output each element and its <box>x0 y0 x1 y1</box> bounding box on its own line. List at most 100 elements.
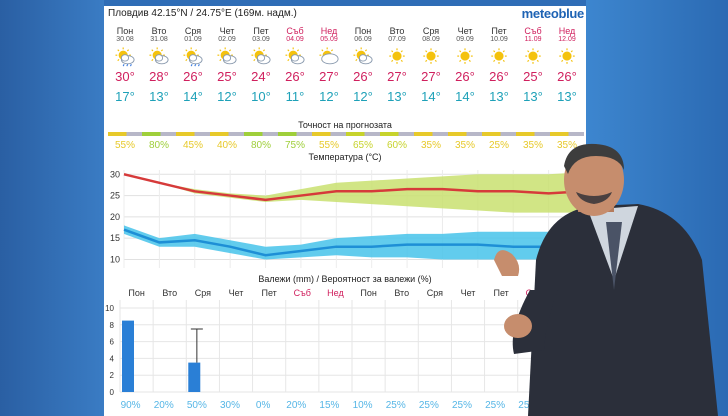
accuracy-percent: 35% <box>522 140 543 151</box>
day-column: Вто 31.08 28° 13° <box>142 26 176 105</box>
y-tick-label: 4 <box>110 354 115 363</box>
day-column: Пет 10.09 26° 13° <box>482 26 516 105</box>
day-column: Чет 09.09 26° 14° <box>448 26 482 105</box>
accuracy-row: 55% 80% 45% 40% 80% 75% 55% 65% 60% 35% 35% 25% 35% 3… <box>108 124 584 154</box>
day-date: 06.09 <box>354 36 372 43</box>
temp-min: 14° <box>455 89 475 104</box>
temp-max: 27° <box>421 69 441 84</box>
day-name: Съб <box>524 26 542 36</box>
temp-min: 17° <box>115 89 135 104</box>
precip-probability: 25% <box>419 400 439 411</box>
sun-icon <box>482 47 516 67</box>
precip-probability: 20% <box>286 400 306 411</box>
accuracy-percent: 25% <box>488 140 509 151</box>
y-tick-label: 0 <box>110 388 115 397</box>
temp-min: 12° <box>319 89 339 104</box>
day-date: 07.09 <box>388 36 406 43</box>
day-date: 05.09 <box>320 36 338 43</box>
sun-cloud-icon <box>142 47 176 67</box>
temp-max: 27° <box>319 69 339 84</box>
accuracy-title: Точност на прогнозата <box>298 120 392 130</box>
temp-max: 26° <box>183 69 203 84</box>
day-date: 08.09 <box>422 36 440 43</box>
day-name: Чет <box>457 26 473 36</box>
accuracy-percent: 55% <box>114 140 135 151</box>
day-name: Съб <box>286 26 304 36</box>
temp-min: 13° <box>489 89 509 104</box>
precip-probability: 90% <box>121 400 141 411</box>
accuracy-bar <box>346 132 380 136</box>
accuracy-bar <box>142 132 176 136</box>
temp-min: 12° <box>353 89 373 104</box>
temp-min: 13° <box>387 89 407 104</box>
x-category-label: Пон <box>360 288 376 298</box>
accuracy-bar <box>448 132 482 136</box>
accuracy-bar <box>550 132 584 136</box>
precip-bar <box>122 320 134 392</box>
day-name: Сря <box>184 26 202 36</box>
sun-cloud-icon <box>244 47 278 67</box>
day-name: Нед <box>320 26 338 36</box>
day-date: 31.08 <box>150 36 168 43</box>
day-date: 04.09 <box>286 36 304 43</box>
day-name: Чет <box>219 26 235 36</box>
y-tick-label: 8 <box>110 321 115 330</box>
day-date: 10.09 <box>490 36 508 43</box>
temp-max: 26° <box>353 69 373 84</box>
x-category-label: Вто <box>394 288 409 298</box>
temp-min: 10° <box>251 89 271 104</box>
temp-max: 25° <box>523 69 543 84</box>
accuracy-percent: 55% <box>318 140 339 151</box>
temp-max: 26° <box>455 69 475 84</box>
precip-probability: 25% <box>386 400 406 411</box>
accuracy-percent: 35% <box>420 140 441 151</box>
accuracy-bar <box>244 132 278 136</box>
temp-min: 12° <box>217 89 237 104</box>
accuracy-bar <box>210 132 244 136</box>
accuracy-percent: 80% <box>148 140 169 151</box>
sun-cloud-icon <box>346 47 380 67</box>
x-category-label: Съб <box>294 288 311 298</box>
accuracy-percent: 35% <box>454 140 475 151</box>
temp-max: 27° <box>387 69 407 84</box>
day-column: Съб 11.09 25° 13° <box>516 26 550 105</box>
brand-logo: meteoblue <box>521 6 585 21</box>
accuracy-percent: 35% <box>556 140 577 151</box>
accuracy-bar <box>380 132 414 136</box>
min-spread-band <box>124 225 584 260</box>
y-tick-label: 2 <box>110 371 115 380</box>
location-header: Пловдив 42.15°N / 24.75°E (169м. надм.) <box>108 8 297 19</box>
studio-background-left <box>0 0 104 416</box>
temp-min: 11° <box>285 89 305 104</box>
day-column: Чет 02.09 25° 12° <box>210 26 244 105</box>
day-name: Пон <box>116 26 134 36</box>
temp-max: 28° <box>149 69 169 84</box>
accuracy-percent: 60% <box>386 140 407 151</box>
accuracy-bar <box>414 132 448 136</box>
day-date: 02.09 <box>218 36 236 43</box>
y-tick-label: 10 <box>105 304 114 313</box>
day-name: Пон <box>354 26 372 36</box>
x-category-label: Пон <box>128 288 144 298</box>
temp-max: 26° <box>285 69 305 84</box>
x-category-label: Сря <box>195 288 211 298</box>
cloud-sun-icon <box>312 47 346 67</box>
x-category-label: Пет <box>261 288 276 298</box>
x-category-label: Сря <box>427 288 443 298</box>
y-tick-label: 10 <box>110 254 120 264</box>
accuracy-bar <box>108 132 142 136</box>
y-tick-label: 6 <box>110 338 115 347</box>
precip-probability: 20% <box>154 400 174 411</box>
day-name: Вто <box>151 26 167 36</box>
day-name: Вто <box>389 26 405 36</box>
precip-probability: 25% <box>452 400 472 411</box>
sun-icon <box>516 47 550 67</box>
x-category-label: Чет <box>229 288 244 298</box>
precip-probability: 30% <box>220 400 240 411</box>
sun-cloud-rain-icon <box>176 47 210 67</box>
x-category-label: Нед <box>327 288 344 298</box>
day-date: 09.09 <box>456 36 474 43</box>
temp-min: 14° <box>421 89 441 104</box>
temp-min: 14° <box>183 89 203 104</box>
day-column: Нед 12.09 26° 13° <box>550 26 584 105</box>
